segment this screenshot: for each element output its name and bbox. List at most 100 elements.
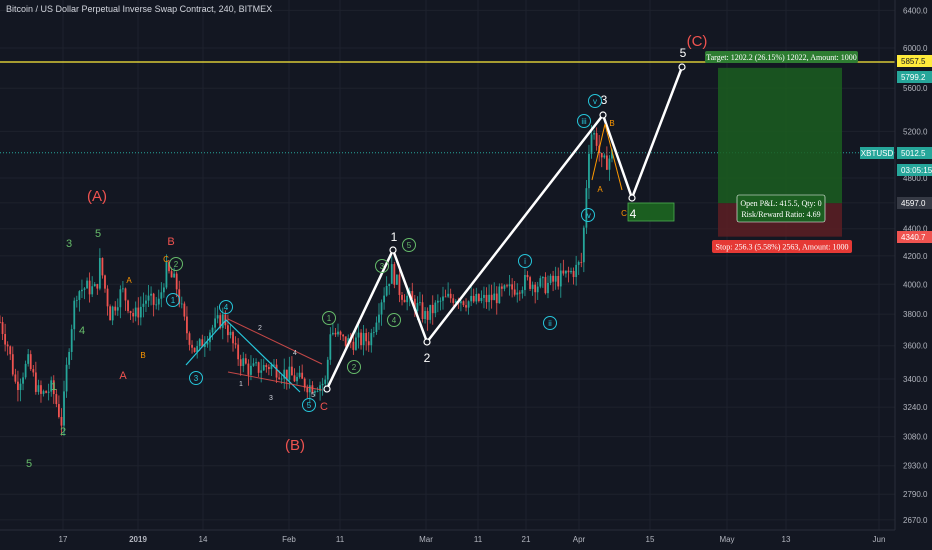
candle-body xyxy=(270,364,273,370)
candle-body xyxy=(383,295,386,303)
candle-body xyxy=(508,284,511,287)
time-tick-label: 21 xyxy=(522,535,531,544)
candle-body xyxy=(104,275,106,289)
candle-body xyxy=(324,379,327,384)
wedge-upper-line xyxy=(227,318,323,365)
abc-correction-lines xyxy=(591,123,623,191)
time-tick-label: 11 xyxy=(336,535,345,544)
candle-body xyxy=(588,153,590,189)
candle-body xyxy=(493,293,496,301)
circled-label-ring xyxy=(189,371,203,385)
circled-label: i xyxy=(524,257,526,266)
candle-body xyxy=(285,369,288,380)
price-tick-label: 3080.0 xyxy=(903,433,928,442)
candle-body xyxy=(380,302,383,315)
candle-body xyxy=(580,262,583,263)
candle-body xyxy=(498,286,501,304)
candle-body xyxy=(147,295,150,301)
candles xyxy=(0,124,613,436)
time-axis[interactable]: 17 2019 14 Feb 11 Mar 11 21 Apr 15 May 13 Jun xyxy=(0,529,895,544)
candle-body xyxy=(541,277,544,279)
circled-label-ring xyxy=(302,398,316,412)
candle-body xyxy=(396,274,398,285)
candle-body xyxy=(488,294,490,303)
candle-body xyxy=(150,293,152,296)
candle-body xyxy=(201,339,204,347)
candle-body xyxy=(298,372,301,377)
candle-body xyxy=(170,271,173,278)
wave-label: 5 xyxy=(680,46,687,60)
candle-body xyxy=(500,286,503,289)
wave-label: (C) xyxy=(687,33,708,50)
candle-body xyxy=(375,322,378,333)
candle-body xyxy=(367,341,370,346)
candle-body xyxy=(360,332,362,346)
candle-body xyxy=(63,391,65,426)
candle-body xyxy=(17,381,19,391)
candle-body xyxy=(81,289,83,292)
wave-label: (A) xyxy=(87,188,107,205)
pnl-label: Open P&L: 415.5, Qty: 0 xyxy=(740,199,821,208)
candle-body xyxy=(475,293,478,302)
circled-label: iv xyxy=(585,211,591,220)
candle-body xyxy=(301,372,304,379)
candle-body xyxy=(506,285,508,287)
position-tool[interactable]: Target: 1202.2 (26.15%) 12022, Amount: 1… xyxy=(705,51,858,253)
candle-body xyxy=(526,274,529,278)
candle-body xyxy=(273,364,275,366)
candle-body xyxy=(226,325,229,336)
candle-body xyxy=(326,359,329,380)
candle-body xyxy=(557,276,560,287)
candle-body xyxy=(124,288,127,301)
candle-body xyxy=(447,293,450,297)
candle-body xyxy=(47,391,50,393)
candle-body xyxy=(413,298,416,312)
candle-body xyxy=(188,333,191,345)
wave-label: C xyxy=(163,255,169,264)
pnl-box xyxy=(736,194,826,223)
candle-body xyxy=(600,153,603,158)
wave-node xyxy=(389,246,397,254)
candle-body xyxy=(434,302,437,314)
candle-body xyxy=(593,133,595,135)
drawings[interactable] xyxy=(185,63,686,393)
candle-body xyxy=(572,270,575,278)
candle-body xyxy=(406,295,409,303)
candle-body xyxy=(250,365,252,375)
candle-body xyxy=(419,302,421,304)
candle-body xyxy=(52,380,55,395)
wave-label: B xyxy=(609,119,614,128)
candle-body xyxy=(424,311,426,319)
candle-body xyxy=(68,351,71,365)
wave-label: 3 xyxy=(601,93,608,107)
candle-body xyxy=(483,294,485,298)
candle-body xyxy=(293,375,296,382)
circled-label-ring xyxy=(518,254,532,268)
candle-body xyxy=(547,282,549,294)
price-axis[interactable]: 2670.0 2790.0 2930.0 3080.0 3240.0 3400.0 3600… xyxy=(860,0,932,530)
price-tick-label: 4800.0 xyxy=(903,174,928,183)
candle-body xyxy=(70,329,73,352)
candle-body xyxy=(83,288,86,290)
candle-body xyxy=(372,332,375,333)
price-tick-label: 3800.0 xyxy=(903,310,928,319)
candle-body xyxy=(303,378,306,388)
wave-label: (B) xyxy=(285,437,305,454)
candle-body xyxy=(173,273,176,278)
circled-label: v xyxy=(593,97,597,106)
candle-body xyxy=(518,292,521,294)
candle-body xyxy=(14,374,17,382)
time-tick-label: Mar xyxy=(419,535,433,544)
candle-body xyxy=(567,270,570,273)
candle-body xyxy=(536,286,539,293)
candle-body xyxy=(355,337,357,350)
time-tick-label: Jun xyxy=(873,535,886,544)
candle-body xyxy=(608,158,611,170)
wave-node xyxy=(678,63,686,71)
candle-body xyxy=(242,358,245,367)
candle-body xyxy=(565,270,567,274)
price-tag-bg xyxy=(897,164,932,176)
candle-body xyxy=(139,306,142,318)
buy-zone-box xyxy=(627,202,675,222)
